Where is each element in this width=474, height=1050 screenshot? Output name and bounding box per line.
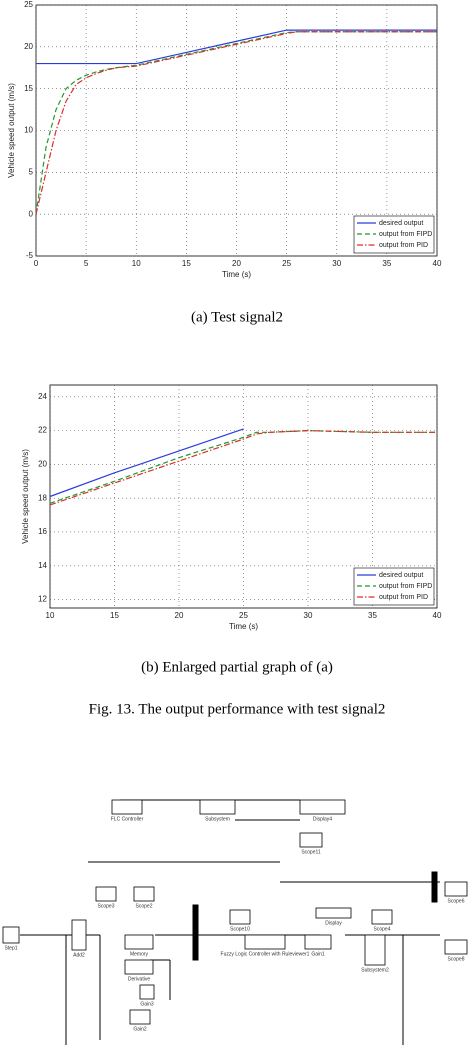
block-label: Scope4 [374, 926, 391, 932]
block-label: Display4 [313, 816, 332, 822]
block-label: Derivative [128, 976, 150, 982]
block-label: Scope6 [448, 898, 465, 904]
legend-label: output from PID [379, 594, 428, 601]
x-tick-label: 0 [34, 259, 39, 268]
y-tick-label: 10 [24, 126, 33, 135]
x-tick-label: 30 [304, 611, 313, 620]
block-label: Memory [130, 951, 149, 957]
series-line [36, 29, 437, 65]
x-axis-label: Time (s) [222, 270, 251, 279]
x-tick-label: 40 [433, 611, 442, 620]
block [2, 926, 20, 944]
y-tick-label: 18 [38, 493, 47, 502]
y-tick-label: -5 [26, 251, 34, 260]
block [299, 799, 346, 815]
legend-box [353, 567, 435, 606]
x-tick-label: 10 [46, 611, 55, 620]
y-tick-label: 20 [24, 42, 33, 51]
series-line [49, 430, 437, 506]
block [124, 959, 154, 975]
block-label: Scope11 [301, 849, 321, 855]
legend-label: output from FIPD [379, 583, 432, 590]
y-tick-label: 15 [24, 84, 33, 93]
x-tick-label: 20 [175, 611, 184, 620]
block-label: FLC Controller [111, 816, 144, 822]
block-label: Scope8 [448, 956, 465, 962]
y-tick-label: 22 [38, 426, 47, 435]
legend-label: output from PID [379, 242, 428, 249]
y-tick-label: 20 [38, 460, 47, 469]
block-label: Add2 [73, 952, 85, 958]
block-label: Display [325, 920, 342, 926]
legend-label: desired output [379, 220, 423, 227]
block [315, 907, 352, 919]
x-tick-label: 25 [282, 259, 291, 268]
block-label: Gain1 [311, 951, 325, 957]
x-tick-label: 35 [382, 259, 391, 268]
block [444, 939, 468, 955]
y-tick-label: 5 [29, 167, 34, 176]
y-tick-label: 0 [29, 209, 34, 218]
block-label: Scope10 [230, 926, 250, 932]
block [71, 919, 87, 951]
x-tick-label: 20 [232, 259, 241, 268]
block [133, 886, 155, 902]
y-tick-label: 12 [38, 595, 47, 604]
x-tick-label: 40 [433, 259, 442, 268]
simulink-diagram: FLC Controller Subsystem Display4 Scope11 Sc… [2, 799, 468, 1032]
block [299, 832, 323, 848]
block-label: Fuzzy Logic Controller with Ruleviewer1 [221, 951, 310, 957]
block-label: Step1 [4, 945, 17, 951]
block-label: Gain2 [133, 1026, 147, 1032]
legend-label: output from FIPD [379, 231, 432, 238]
x-tick-label: 30 [332, 259, 341, 268]
series-line [35, 31, 437, 215]
caption-b: (b) Enlarged partial graph of (a) [141, 659, 333, 675]
y-axis-label: Vehicle speed output (m/s) [7, 83, 16, 178]
series-line [35, 31, 437, 215]
block-label: Subsystem [205, 816, 230, 822]
block [95, 886, 117, 902]
block [139, 984, 155, 1000]
block-label: Gain3 [140, 1001, 154, 1007]
legend-label: desired output [379, 572, 423, 579]
block [129, 1009, 151, 1025]
caption-a: (a) Test signal2 [191, 309, 283, 325]
block [244, 934, 286, 950]
block-label: Subsystem2 [361, 967, 389, 973]
block [304, 934, 332, 950]
x-tick-label: 15 [110, 611, 119, 620]
block [444, 881, 468, 897]
series-line [49, 428, 244, 498]
block [229, 909, 251, 925]
x-tick-label: 5 [84, 259, 89, 268]
x-tick-label: 25 [239, 611, 248, 620]
x-tick-label: 10 [132, 259, 141, 268]
block [124, 934, 154, 950]
block-label: Scope3 [98, 903, 115, 909]
block [371, 909, 393, 925]
block [364, 934, 386, 966]
block [199, 799, 236, 815]
y-tick-label: 14 [38, 561, 47, 570]
figure-caption: Fig. 13. The output performance with tes… [89, 701, 386, 717]
y-tick-label: 16 [38, 527, 47, 536]
y-tick-label: 24 [38, 392, 47, 401]
block-label: Scope2 [136, 903, 153, 909]
x-axis-label: Time (s) [229, 622, 258, 631]
y-axis-label: Vehicle speed output (m/s) [21, 449, 30, 544]
block [111, 799, 143, 815]
x-tick-label: 35 [368, 611, 377, 620]
y-tick-label: 25 [24, 0, 33, 9]
x-tick-label: 15 [182, 259, 191, 268]
